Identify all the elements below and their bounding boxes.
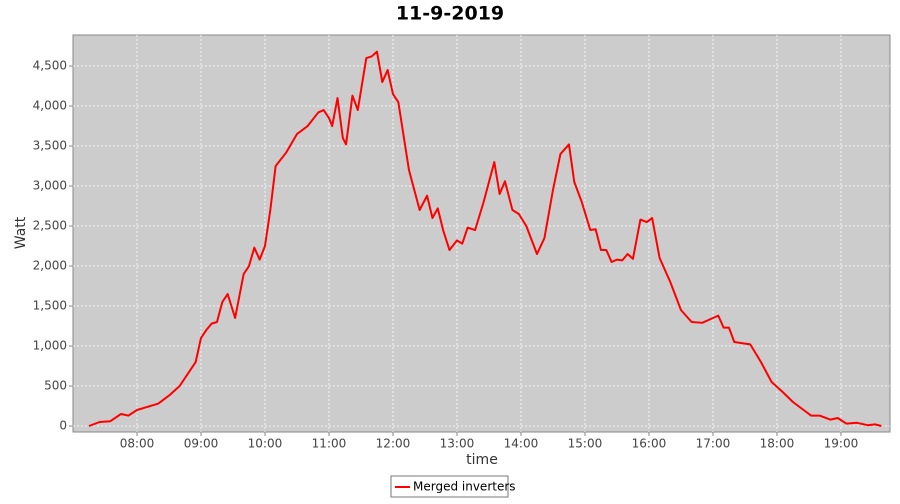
x-tick-label: 12:00	[376, 437, 411, 451]
y-tick-label: 0	[59, 419, 67, 433]
x-tick-label: 19:00	[824, 437, 859, 451]
y-tick-label: 500	[44, 379, 67, 393]
x-tick-label: 18:00	[760, 437, 795, 451]
x-tick-label: 17:00	[696, 437, 731, 451]
x-tick-label: 14:00	[504, 437, 539, 451]
y-tick-label: 2,000	[33, 259, 67, 273]
y-tick-label: 1,000	[33, 339, 67, 353]
x-tick-label: 15:00	[568, 437, 603, 451]
x-tick-label: 08:00	[120, 437, 155, 451]
x-tick-label: 10:00	[248, 437, 283, 451]
y-tick-label: 1,500	[33, 299, 67, 313]
plot-area	[72, 34, 891, 433]
legend	[390, 475, 509, 498]
x-tick-label: 13:00	[440, 437, 475, 451]
x-tick-label: 09:00	[184, 437, 219, 451]
x-axis-label: time	[466, 452, 498, 468]
series-line	[88, 50, 882, 427]
x-tick-label: 16:00	[632, 437, 667, 451]
y-tick-label: 3,000	[33, 179, 67, 193]
y-tick-label: 2,500	[33, 219, 67, 233]
chart-title: 11-9-2019	[396, 3, 504, 25]
x-tick-label: 11:00	[312, 437, 347, 451]
y-tick-label: 4,500	[33, 59, 67, 73]
y-tick-label: 3,500	[33, 139, 67, 153]
y-axis-label: Watt	[13, 216, 29, 249]
y-tick-label: 4,000	[33, 99, 67, 113]
legend-label: Merged inverters	[413, 480, 516, 494]
